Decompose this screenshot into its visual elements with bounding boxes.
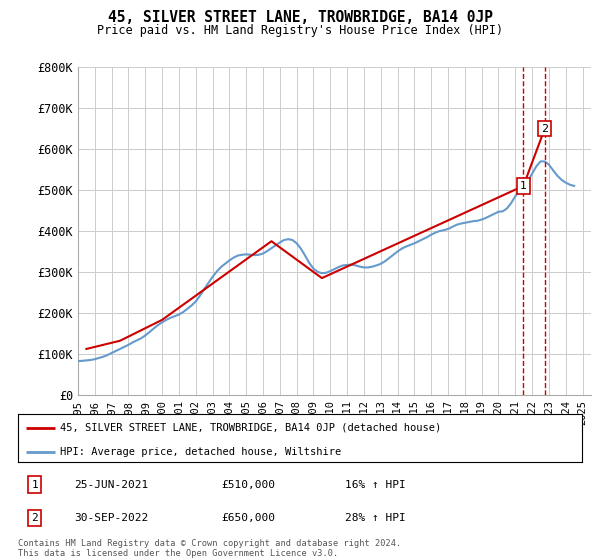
Text: 1: 1 xyxy=(520,181,527,191)
Text: Contains HM Land Registry data © Crown copyright and database right 2024.
This d: Contains HM Land Registry data © Crown c… xyxy=(18,539,401,558)
Text: 28% ↑ HPI: 28% ↑ HPI xyxy=(345,512,406,522)
Text: 16% ↑ HPI: 16% ↑ HPI xyxy=(345,479,406,489)
Text: 45, SILVER STREET LANE, TROWBRIDGE, BA14 0JP: 45, SILVER STREET LANE, TROWBRIDGE, BA14… xyxy=(107,10,493,25)
Text: £510,000: £510,000 xyxy=(221,479,275,489)
Text: 30-SEP-2022: 30-SEP-2022 xyxy=(74,512,149,522)
Text: 2: 2 xyxy=(541,124,548,134)
Text: £650,000: £650,000 xyxy=(221,512,275,522)
Text: 2: 2 xyxy=(32,512,38,522)
Text: 45, SILVER STREET LANE, TROWBRIDGE, BA14 0JP (detached house): 45, SILVER STREET LANE, TROWBRIDGE, BA14… xyxy=(60,423,442,433)
Text: 25-JUN-2021: 25-JUN-2021 xyxy=(74,479,149,489)
Text: 1: 1 xyxy=(32,479,38,489)
Text: HPI: Average price, detached house, Wiltshire: HPI: Average price, detached house, Wilt… xyxy=(60,446,341,456)
Text: Price paid vs. HM Land Registry's House Price Index (HPI): Price paid vs. HM Land Registry's House … xyxy=(97,24,503,36)
